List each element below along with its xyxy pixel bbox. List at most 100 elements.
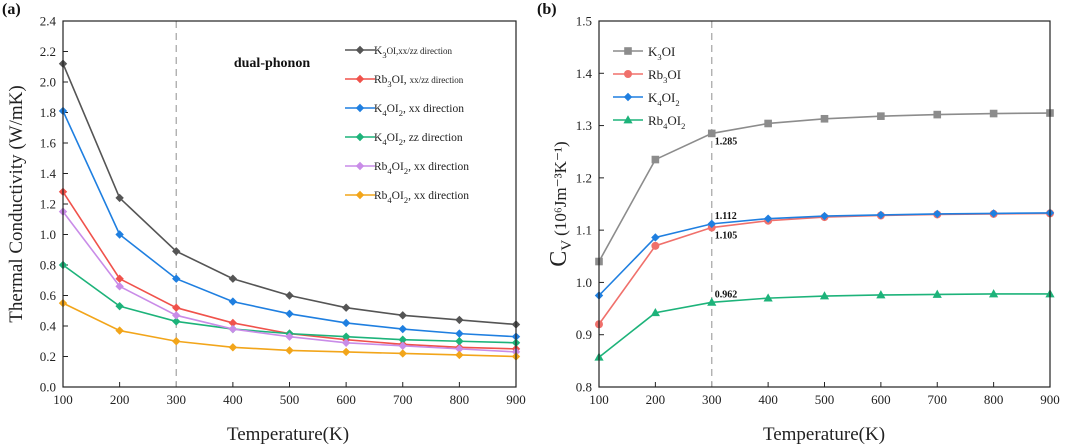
panel-b-data-point — [764, 119, 772, 128]
legend-b-1-part-1: 3 — [663, 75, 667, 85]
legend-a-4-part-2: OI — [392, 161, 404, 173]
legend-b-0-part-0: K — [648, 44, 658, 59]
cv-subscript: V — [559, 240, 575, 251]
panel-b-series-line — [598, 212, 1051, 297]
legend-a-5-part-3: 2 — [404, 195, 408, 205]
panel-a-data-point — [455, 337, 464, 346]
panel-b-data-point — [651, 155, 660, 164]
panel-b-x-tick-label: 600 — [871, 392, 891, 407]
panel-b-data-point — [651, 233, 660, 242]
panel-b-data-point — [651, 241, 660, 250]
panel-a-y-tick-label: 1.6 — [40, 136, 57, 151]
legend-b-3-part-0: Rb — [648, 113, 663, 128]
panel-a-x-tick-label: 400 — [223, 392, 243, 407]
panel-a-series-line — [62, 110, 517, 338]
panel-b-data-point — [876, 210, 886, 220]
panel-b-data-point — [650, 307, 660, 317]
legend-a-2-part-4: , xx direction — [403, 103, 464, 115]
legend-b-0-part-1: 3 — [657, 52, 661, 62]
panel-b-y-tick-label: 1.2 — [576, 170, 592, 185]
panel-b-series-line — [598, 293, 1050, 358]
panel-b-x-tick-label: 200 — [646, 392, 666, 407]
panel-b-y-tick-label: 0.8 — [576, 380, 592, 395]
panel-a-data-point — [285, 346, 294, 355]
panel-b-x-axis-label: Temperature(K) — [763, 424, 885, 445]
legend-a-marker — [355, 45, 365, 55]
panel-a-y-tick-label: 0.4 — [40, 319, 57, 334]
legend-a-1-part-2: OI, — [392, 74, 410, 86]
legend-b-entry-1: Rb3OI — [613, 67, 681, 85]
legend-b-2-part-0: K — [648, 90, 658, 105]
legend-a-5-part-0: Rb — [374, 190, 388, 202]
panel-a-data-point — [455, 344, 464, 354]
panel-a-series-4 — [58, 207, 521, 357]
panel-a-data-point — [115, 326, 124, 335]
legend-a-2-part-3: 2 — [399, 108, 403, 118]
panel-a-y-tick-label: 1.2 — [40, 197, 56, 212]
panel-b-y-axis-label: CV (10⁶Jm⁻³K⁻¹) — [546, 141, 575, 266]
panel-a-data-point — [285, 309, 294, 318]
panel-a-data-point — [285, 291, 294, 300]
panel-b-data-point — [933, 110, 942, 119]
panel-a-data-point — [172, 303, 181, 312]
panel-a-y-tick-label: 2.0 — [40, 75, 56, 90]
legend-b-marker — [624, 47, 632, 55]
panel-a-x-tick-label: 200 — [110, 392, 130, 407]
legend-a-0-part-1: 3 — [382, 50, 386, 60]
panel-b-y-tick-label: 1.4 — [576, 66, 593, 81]
panel-a-data-point — [228, 318, 238, 328]
legend-a-4-part-3: 2 — [404, 166, 408, 176]
legend-b-2-part-1: 4 — [657, 98, 662, 108]
panel-a-data-point — [398, 349, 407, 358]
legend-a-1-part-3: xx/zz direction — [410, 75, 464, 85]
legend-a-3-part-0: K — [374, 132, 383, 144]
legend-b-1-part-2: OI — [667, 67, 681, 82]
legend-a-5-part-2: OI — [392, 190, 404, 202]
panel-a-data-point — [172, 247, 181, 256]
legend-b-marker — [624, 70, 632, 78]
panel-b-x-tick-label: 500 — [815, 392, 835, 407]
panel-a-data-point — [228, 274, 238, 283]
panel-a-data-point — [172, 274, 181, 283]
legend-a-1-text: Rb3OI, xx/zz direction — [374, 74, 464, 89]
legend-a-2-part-2: OI — [387, 103, 399, 115]
legend-a-3-part-1: 4 — [382, 137, 387, 147]
legend-a-entry-0: K3OI,xx/zz direction — [345, 45, 453, 60]
dual-phonon-annotation: dual-phonon — [234, 56, 310, 71]
panel-a-data-point — [398, 335, 407, 344]
panel-a-data-point — [228, 297, 238, 306]
value-annotation-2: 1.105 — [715, 231, 738, 242]
panel-b-series-2 — [594, 208, 1055, 300]
panel-a-y-tick-label: 0.2 — [40, 349, 56, 364]
legend-b-3-text: Rb4OI2 — [648, 113, 685, 131]
legend-a-3-text: K4OI2, zz direction — [374, 132, 463, 147]
panel-a-series-1 — [58, 187, 521, 354]
panel-a-x-tick-label: 600 — [336, 392, 356, 407]
panel-b-x-tick-label: 800 — [984, 392, 1004, 407]
panel-b-x-tick-label: 300 — [702, 392, 722, 407]
panel-a-data-point — [228, 324, 238, 334]
panel-a-series-line — [62, 191, 517, 350]
legend-a-marker — [355, 132, 365, 142]
panel-b-data-point — [707, 219, 716, 229]
panel-b-y-tick-label: 1.0 — [576, 275, 592, 290]
panel-b-data-point — [989, 209, 998, 218]
panel-a-x-tick-label: 100 — [53, 392, 73, 407]
panel-b-data-point — [989, 289, 999, 298]
legend-a-2-text: K4OI2, xx direction — [374, 103, 464, 118]
panel-a-data-point — [115, 282, 124, 291]
panel-b-frame — [598, 20, 1051, 388]
panel-a-x-tick-label: 300 — [167, 392, 187, 407]
panel-a-data-point — [172, 311, 181, 320]
panel-b-data-point — [763, 293, 773, 302]
panel-a-y-tick-label: 0.0 — [40, 380, 56, 395]
panel-a-x-tick-label: 500 — [280, 392, 300, 407]
legend-a-4-text: Rb4OI2, xx direction — [374, 161, 469, 176]
panel-a-data-point — [341, 318, 351, 328]
panel-a-data-point — [115, 301, 124, 311]
panel-a-frame — [62, 20, 517, 388]
legend-a-4-part-1: 4 — [387, 166, 392, 176]
panel-b-series-0 — [595, 109, 1054, 266]
